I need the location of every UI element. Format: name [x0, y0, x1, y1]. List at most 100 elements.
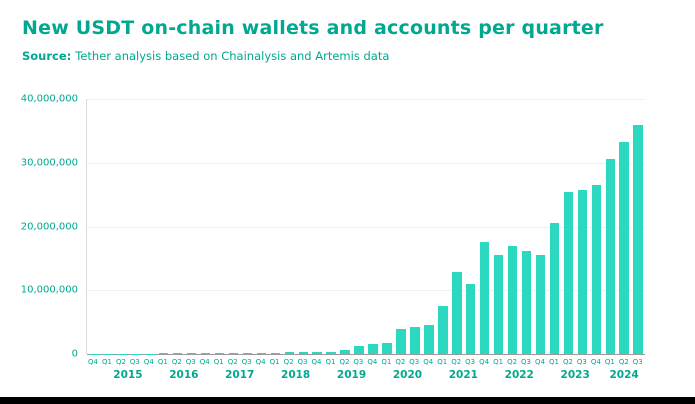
quarter-tick-label: Q3 — [632, 358, 643, 366]
bar — [312, 352, 322, 354]
bar — [633, 124, 643, 354]
bar-column — [631, 99, 645, 354]
quarter-tick-label: Q4 — [479, 358, 490, 366]
quarter-tick-label: Q4 — [590, 358, 601, 366]
bar — [270, 352, 281, 354]
year-tick-label: 2023 — [560, 369, 590, 381]
y-tick-label: 10,000,000 — [20, 284, 78, 296]
bar — [382, 343, 392, 354]
bar — [368, 344, 378, 354]
quarter-tick-label: Q3 — [521, 358, 531, 366]
bar — [256, 352, 267, 354]
y-axis: 40,000,000 30,000,000 20,000,000 10,000,000… — [20, 94, 86, 360]
bar — [577, 190, 588, 354]
bar-column — [324, 99, 338, 354]
bar — [521, 251, 532, 354]
bar-column — [506, 99, 520, 354]
bar-column — [227, 99, 241, 354]
quarter-tick-label: Q2 — [227, 358, 238, 366]
bar-column — [101, 99, 115, 354]
bar — [438, 305, 448, 354]
bar — [284, 352, 295, 354]
quarter-tick-label: Q3 — [129, 358, 140, 366]
bar-column — [547, 99, 561, 354]
bar-column — [520, 99, 534, 354]
quarter-tick-label: Q2 — [507, 358, 518, 366]
quarter-labels: Q4 Q1 Q2 Q3 Q4 Q1 Q2 Q3 Q4 Q1 Q2 Q3 Q4 Q1 Q2 Q3 Q4 Q1 Q2 Q3… — [86, 358, 645, 366]
bar-column — [87, 99, 101, 354]
bar — [563, 192, 574, 354]
quarter-tick-label: Q1 — [604, 358, 615, 366]
bar — [591, 185, 602, 354]
bar-column — [617, 99, 631, 354]
bar-column — [394, 99, 408, 354]
gridline — [87, 226, 645, 228]
bar-column — [603, 99, 617, 354]
source-label: Source: — [22, 49, 72, 63]
bar-column — [143, 99, 157, 354]
quarter-tick-label: Q4 — [199, 358, 210, 366]
gridline — [87, 290, 645, 292]
bar — [228, 352, 239, 354]
bar — [605, 158, 615, 354]
plot-area — [86, 99, 645, 355]
plot-wrap: Q4 Q1 Q2 Q3 Q4 Q1 Q2 Q3 Q4 Q1 Q2 Q3 Q4 Q1 Q2 Q3 Q4 Q1 Q2 Q3… — [86, 99, 645, 381]
bar — [172, 353, 183, 354]
bar-column — [157, 99, 171, 354]
quarter-tick-label: Q1 — [381, 358, 392, 366]
gridline — [87, 162, 645, 164]
quarter-tick-label: Q1 — [437, 358, 448, 366]
year-tick-label: 2022 — [504, 369, 534, 381]
bar — [493, 254, 504, 354]
year-tick-label: 2016 — [169, 369, 199, 381]
bottom-black-bar — [0, 397, 695, 404]
bar-column — [436, 99, 450, 354]
quarter-tick-label: Q3 — [297, 358, 308, 366]
bar-column — [282, 99, 296, 354]
bar-column — [240, 99, 254, 354]
bar-column — [478, 99, 492, 354]
quarter-tick-label: Q2 — [115, 358, 126, 366]
quarter-tick-label: Q1 — [325, 358, 336, 366]
chart-card: New USDT on-chain wallets and accounts p… — [20, 17, 671, 381]
bar — [479, 241, 490, 354]
bar-column — [199, 99, 213, 354]
bar-column — [380, 99, 394, 354]
bar — [424, 324, 434, 354]
bar-column — [338, 99, 352, 354]
bar — [340, 350, 350, 354]
quarter-tick-label: Q2 — [339, 358, 350, 366]
bar — [465, 283, 476, 354]
bar — [396, 329, 406, 354]
year-tick-label: 2024 — [609, 369, 639, 381]
quarter-tick-label: Q1 — [157, 358, 168, 366]
quarter-tick-label: Q1 — [213, 358, 224, 366]
source-text: Tether analysis based on Chainalysis and… — [75, 49, 390, 63]
bar-column — [352, 99, 366, 354]
quarter-tick-label: Q4 — [88, 358, 98, 366]
quarter-tick-label: Q1 — [493, 358, 504, 366]
plot-bars — [87, 99, 645, 354]
quarter-tick-label: Q4 — [423, 358, 434, 366]
bar-column — [213, 99, 227, 354]
year-tick-label: 2019 — [336, 369, 367, 381]
bar-column — [464, 99, 478, 354]
quarter-tick-label: Q3 — [465, 358, 476, 366]
bar-column — [296, 99, 310, 354]
y-tick-label: 40,000,000 — [20, 93, 78, 105]
bar — [354, 346, 364, 354]
quarter-tick-label: Q1 — [548, 358, 559, 366]
quarter-tick-label: Q4 — [143, 358, 154, 366]
bar-column — [185, 99, 199, 354]
bar-column — [589, 99, 603, 354]
bar-chart: 40,000,000 30,000,000 20,000,000 10,000,000… — [20, 94, 671, 381]
bar — [242, 352, 253, 354]
bar-column — [366, 99, 380, 354]
bar — [214, 353, 225, 354]
quarter-tick-label: Q2 — [171, 358, 182, 366]
year-tick-label: 2020 — [392, 369, 423, 381]
bar-column — [534, 99, 548, 354]
bar-column — [115, 99, 129, 354]
year-tick-label: 2017 — [225, 369, 255, 381]
